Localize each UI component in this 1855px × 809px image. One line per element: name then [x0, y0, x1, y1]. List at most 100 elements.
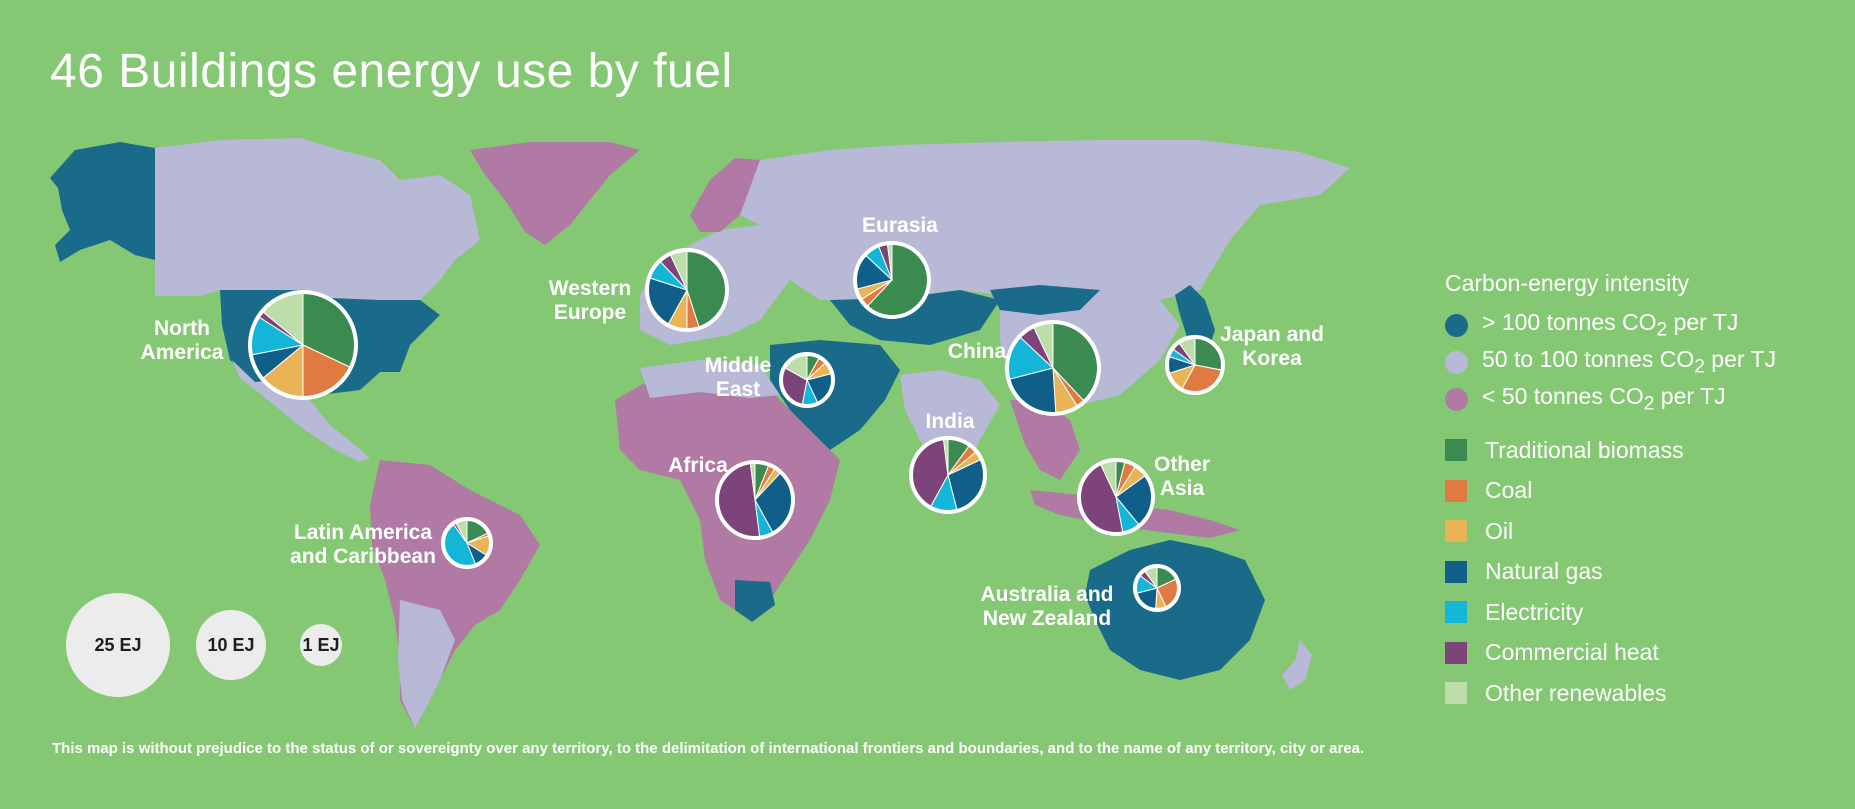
fuel-swatch-oil: [1445, 520, 1467, 543]
bubble-25-label: 25 EJ: [94, 635, 141, 655]
land-canada: [155, 138, 480, 300]
fuel-row-other-renewables: Other renewables: [1445, 673, 1776, 714]
land-australia: [1085, 540, 1265, 680]
intensity-mid-row: 50 to 100 tonnes CO2 per TJ: [1445, 344, 1776, 381]
intensity-low-swatch: [1445, 388, 1468, 411]
fuel-label-commercial-heat: Commercial heat: [1485, 639, 1659, 666]
fuel-label-electricity: Electricity: [1485, 598, 1584, 625]
fuel-row-natural-gas: Natural gas: [1445, 552, 1776, 593]
land-alaska: [50, 142, 155, 262]
region-label-line: and Caribbean: [290, 545, 436, 568]
fuel-row-coal: Coal: [1445, 471, 1776, 512]
region-label-line: Latin America: [294, 521, 432, 544]
region-label-australia-nz: Australia and New Zealand: [980, 583, 1113, 630]
land-south-america: [370, 460, 540, 728]
fuel-label-natural-gas: Natural gas: [1485, 558, 1603, 585]
region-label-line: Japan and: [1220, 323, 1324, 346]
intensity-legend: > 100 tonnes CO2 per TJ 50 to 100 tonnes…: [1445, 307, 1776, 418]
legend: Carbon-energy intensity > 100 tonnes CO2…: [1445, 270, 1776, 714]
pie-eurasia: Eurasia: [853, 214, 938, 319]
region-label-middle-east: Middle East: [705, 354, 772, 401]
pie-outline-africa: [715, 460, 795, 540]
land-south-africa: [735, 580, 775, 622]
disclaimer: This map is without prejudice to the sta…: [52, 740, 1365, 757]
region-label-line: North: [154, 317, 210, 340]
region-label-line: Australia and: [980, 583, 1113, 606]
fuel-legend: Traditional biomass Coal Oil Natural gas…: [1445, 430, 1776, 714]
region-label-north-america: North America: [141, 317, 224, 364]
land-southeast-asia: [1010, 400, 1080, 480]
pie-outline-middle-east: [779, 352, 835, 408]
region-label-line: Asia: [1160, 477, 1205, 500]
region-label-line: East: [716, 378, 760, 401]
pie-outline-other-asia: [1077, 458, 1155, 536]
intensity-low-row: < 50 tonnes CO2 per TJ: [1445, 381, 1776, 418]
region-label-line: Middle: [705, 354, 772, 377]
pie-africa: Africa: [668, 454, 795, 540]
pie-outline-north-america: [248, 290, 358, 400]
region-label-latin-america: Latin America and Caribbean: [290, 521, 436, 568]
bubble-10-label: 10 EJ: [207, 635, 254, 655]
pie-outline-australia-nz: [1133, 564, 1181, 612]
intensity-high-swatch: [1445, 314, 1468, 337]
pie-outline-latin-america: [441, 517, 493, 569]
pie-north-america: North America: [141, 290, 358, 400]
fuel-swatch-other-renewables: [1445, 682, 1467, 705]
region-label-india: India: [925, 410, 974, 433]
land-north-africa: [640, 360, 780, 398]
fuel-label-other-renewables: Other renewables: [1485, 679, 1667, 706]
region-label-line: Korea: [1242, 347, 1302, 370]
legend-title: Carbon-energy intensity: [1445, 270, 1690, 296]
fuel-swatch-electricity: [1445, 601, 1467, 624]
fuel-swatch-traditional-biomass: [1445, 439, 1467, 462]
fuel-label-coal: Coal: [1485, 477, 1533, 504]
pie-china: China: [948, 320, 1101, 416]
scale-bubbles: 25 EJ 10 EJ 1 EJ: [66, 593, 342, 697]
region-label-line: New Zealand: [983, 607, 1111, 630]
land-greenland: [470, 142, 640, 245]
pie-latin-america: Latin America and Caribbean: [290, 517, 493, 569]
pie-outline-china: [1005, 320, 1101, 416]
intensity-high-label: > 100 tonnes CO2 per TJ: [1482, 309, 1739, 341]
fuel-label-oil: Oil: [1485, 517, 1514, 544]
region-label-china: China: [948, 340, 1007, 363]
bubble-10: 10 EJ: [196, 610, 266, 680]
region-label-line: America: [141, 341, 224, 364]
fuel-row-oil: Oil: [1445, 511, 1776, 552]
intensity-mid-swatch: [1445, 351, 1468, 374]
region-label-japan-korea: Japan and Korea: [1220, 323, 1324, 370]
land-india: [900, 370, 1000, 495]
region-label-line: Africa: [668, 454, 728, 477]
region-label-eurasia: Eurasia: [862, 214, 938, 237]
page-title: 46 Buildings energy use by fuel: [50, 45, 733, 98]
fuel-swatch-natural-gas: [1445, 560, 1467, 583]
pie-outline-japan-korea: [1165, 335, 1225, 395]
land-scandinavia: [690, 158, 760, 232]
intensity-low-label: < 50 tonnes CO2 per TJ: [1482, 383, 1726, 415]
pie-charts: North America Western Europe Eurasia Middle Ea…: [141, 214, 1324, 630]
intensity-high-row: > 100 tonnes CO2 per TJ: [1445, 307, 1776, 344]
fuel-swatch-commercial-heat: [1445, 641, 1467, 664]
pie-australia-nz: Australia and New Zealand: [980, 564, 1181, 630]
bubble-1: 1 EJ: [300, 624, 342, 666]
fuel-row-commercial-heat: Commercial heat: [1445, 633, 1776, 674]
region-label-line: Eurasia: [862, 214, 938, 237]
pie-western-europe: Western Europe: [549, 248, 729, 332]
pie-middle-east: Middle East: [705, 352, 835, 408]
region-label-africa: Africa: [668, 454, 728, 477]
pie-japan-korea: Japan and Korea: [1165, 323, 1324, 395]
fuel-swatch-coal: [1445, 479, 1467, 502]
fuel-row-traditional-biomass: Traditional biomass: [1445, 430, 1776, 471]
land-russia: [740, 140, 1350, 300]
bubble-1-label: 1 EJ: [302, 635, 339, 655]
pie-outline-eurasia: [853, 241, 931, 319]
pie-india: India: [909, 410, 987, 514]
region-label-western-europe: Western Europe: [549, 277, 631, 324]
pie-other-asia: Other Asia: [1077, 453, 1210, 536]
land-southern-cone: [398, 600, 455, 728]
pie-outline-india: [909, 436, 987, 514]
region-label-other-asia: Other Asia: [1154, 453, 1210, 500]
region-label-line: India: [925, 410, 974, 433]
pie-outline-western-europe: [645, 248, 729, 332]
